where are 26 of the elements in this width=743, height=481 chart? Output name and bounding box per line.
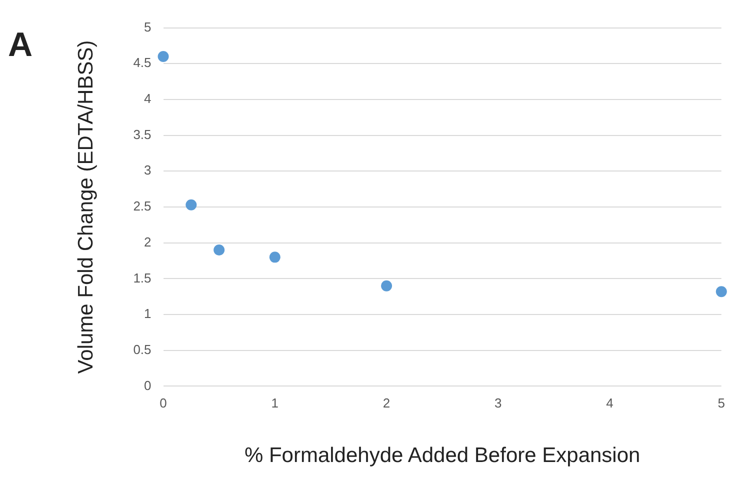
point	[381, 280, 392, 292]
x-tick-label: 5	[718, 396, 725, 411]
y-tick-label: 3	[144, 162, 152, 178]
y-tick-label: 4	[144, 91, 152, 106]
point	[214, 244, 225, 256]
text: A	[8, 26, 33, 65]
y-tick-label: 5	[144, 19, 152, 34]
point	[269, 252, 280, 263]
y-tick-label: 0.5	[133, 342, 152, 357]
x-axis-title: % Formaldehyde Added Before Expansion	[244, 444, 640, 468]
y-axis-title: Volume Fold Change (EDTA/HBSS)	[74, 40, 98, 374]
y-tick-label: 3.5	[133, 126, 152, 142]
x-tick-label: 4	[606, 396, 614, 411]
x-tick-label: 1	[271, 396, 279, 411]
point	[186, 199, 197, 210]
x-tick-label: 2	[382, 396, 390, 411]
x-tick-label: 0	[160, 396, 167, 411]
point	[158, 50, 169, 62]
y-tick-label: 2.5	[133, 198, 152, 214]
y-tick-label: 1	[144, 306, 152, 322]
y-tick-label: 1.5	[133, 270, 152, 286]
y-tick-label: 4.5	[133, 55, 152, 70]
y-tick-label: 2	[144, 234, 152, 250]
point	[716, 286, 727, 298]
y-tick-label: 0	[144, 378, 152, 393]
x-tick-label: 3	[494, 396, 502, 411]
